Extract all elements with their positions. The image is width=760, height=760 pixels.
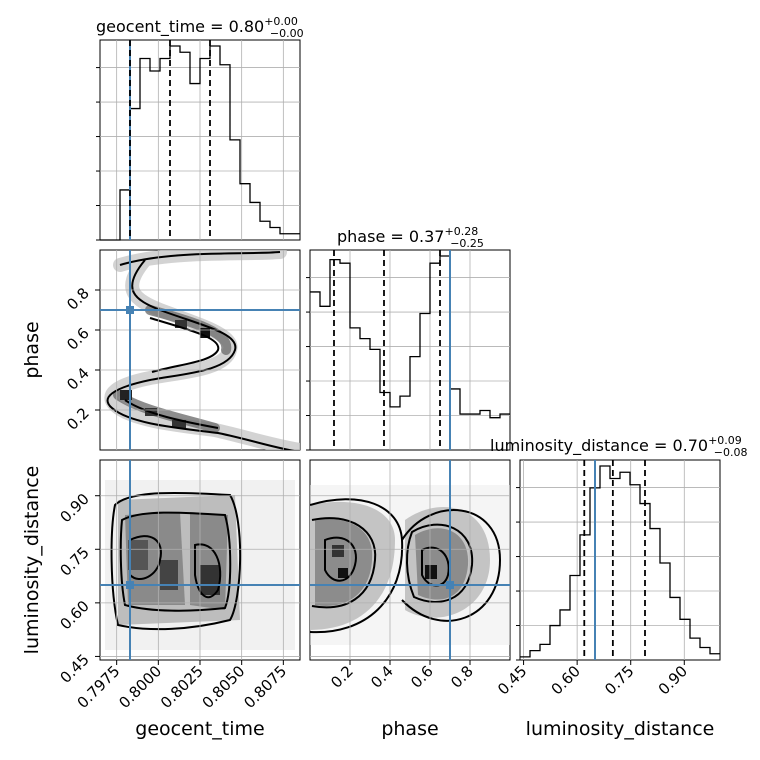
ytick-label-phase: 0.8: [63, 284, 93, 314]
ylabel-luminosity_distance: luminosity_distance: [21, 466, 43, 655]
xtick-label-geocent_time: 0.8000: [115, 662, 165, 712]
panel-luminosity_distance-hist: [519, 459, 721, 661]
xtick-label-luminosity_distance: 0.60: [548, 662, 584, 698]
xlabel-geocent_time: geocent_time: [135, 718, 264, 740]
density-luminosity_distance-vs-phase: [310, 485, 510, 645]
histogram-phase: [310, 255, 510, 419]
title-geocent_time: geocent_time = 0.80+0.00 −0.00: [96, 15, 304, 40]
title-luminosity_distance-plus: +0.09: [708, 434, 742, 447]
ytick-label-phase: 0.4: [63, 364, 93, 394]
ytick-label-phase: 0.2: [63, 404, 93, 434]
xtick-label-geocent_time: 0.8075: [240, 662, 290, 712]
title-phase-main: phase = 0.37: [337, 227, 444, 246]
truth-layer: [100, 40, 596, 660]
xtick-label-luminosity_distance: 0.90: [655, 662, 691, 698]
xtick-label-geocent_time: 0.8025: [157, 662, 207, 712]
xtick-label-phase: 0.8: [447, 662, 477, 692]
xtick-label-phase: 0.6: [407, 662, 437, 692]
density-phase-vs-geocent_time: [104, 250, 300, 450]
ytick-label-luminosity_distance: 0.60: [56, 597, 92, 633]
title-phase-minus: −0.25: [450, 237, 484, 250]
title-geocent_time-main: geocent_time = 0.80: [96, 17, 264, 37]
histogram-geocent_time: [100, 45, 300, 241]
ytick-label-luminosity_distance: 0.75: [56, 543, 92, 579]
panel-phase-hist: [309, 249, 511, 451]
xtick-label-luminosity_distance: 0.75: [601, 662, 637, 698]
xlabel-phase: phase: [381, 718, 438, 740]
xtick-label-geocent_time: 0.8050: [199, 662, 249, 712]
title-luminosity_distance-minus: −0.08: [714, 446, 748, 459]
xlabel-luminosity_distance: luminosity_distance: [526, 718, 715, 740]
xtick-label-phase: 0.4: [367, 662, 397, 692]
title-phase: phase = 0.37+0.28 −0.25: [337, 225, 484, 250]
truth-marker: [446, 581, 454, 589]
ytick-label-luminosity_distance: 0.90: [56, 490, 92, 526]
xtick-label-phase: 0.2: [327, 662, 357, 692]
truth-marker: [126, 581, 134, 589]
title-geocent_time-minus: −0.00: [270, 27, 304, 40]
title-luminosity_distance-main: luminosity_distance = 0.70: [490, 436, 708, 456]
title-luminosity_distance: luminosity_distance = 0.70+0.09 −0.08: [490, 434, 748, 459]
title-phase-plus: +0.28: [444, 225, 478, 238]
ylabel-phase: phase: [21, 321, 43, 378]
title-geocent_time-plus: +0.00: [264, 15, 298, 28]
histogram-luminosity_distance: [520, 465, 720, 658]
histogram-layer: [100, 45, 720, 658]
ytick-label-luminosity_distance: 0.45: [56, 651, 92, 687]
ytick-label-phase: 0.6: [63, 324, 93, 354]
xtick-label-luminosity_distance: 0.45: [494, 662, 530, 698]
truth-marker: [126, 306, 134, 314]
